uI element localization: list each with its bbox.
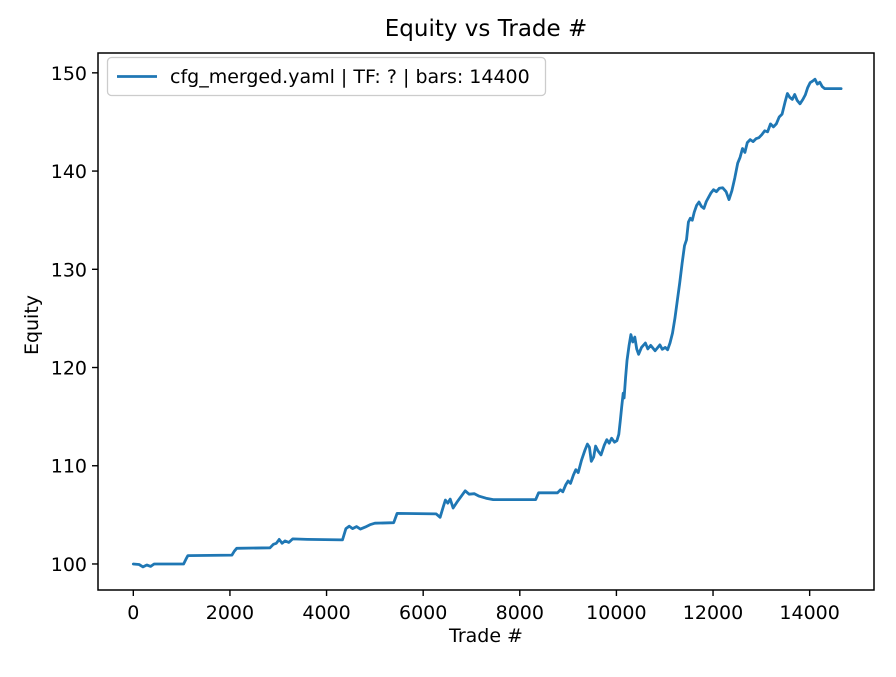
x-tick-label: 2000 (206, 602, 254, 624)
y-axis-label: Equity (21, 295, 43, 355)
x-tick-label: 6000 (399, 602, 447, 624)
y-tick-label: 130 (51, 259, 87, 281)
x-tick-label: 4000 (302, 602, 350, 624)
series-layer (131, 77, 843, 569)
axes-ticks-layer: 0 2000 4000 6000 8000 10000 12000 14000 100 110 12… (51, 63, 840, 624)
y-tick-label: 120 (51, 358, 87, 380)
x-tick-label: 8000 (496, 602, 544, 624)
x-tick-label: 12000 (683, 602, 743, 624)
y-tick-label: 100 (51, 554, 87, 576)
y-tick-label: 150 (51, 63, 87, 85)
legend-label: cfg_merged.yaml | TF: ? | bars: 14400 (170, 66, 530, 88)
y-tick-label: 140 (51, 161, 87, 183)
legend-box (106, 56, 547, 97)
legend: cfg_merged.yaml | TF: ? | bars: 14400 (106, 56, 547, 97)
x-tick-label: 10000 (586, 602, 646, 624)
y-tick-label: 110 (51, 456, 87, 478)
x-axis-label: Trade # (448, 625, 523, 647)
plot-border (97, 52, 875, 591)
x-tick-label: 14000 (779, 602, 839, 624)
x-tick-label: 0 (127, 602, 139, 624)
chart-title: Equity vs Trade # (385, 16, 588, 42)
equity-line-series (131, 77, 843, 569)
